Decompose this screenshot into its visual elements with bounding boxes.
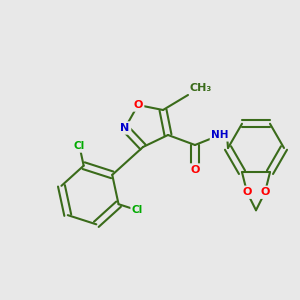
Text: O: O [260, 187, 270, 197]
Text: Cl: Cl [132, 205, 143, 215]
Text: O: O [242, 187, 252, 197]
Text: O: O [190, 165, 200, 175]
Text: N: N [120, 123, 130, 133]
Text: CH₃: CH₃ [190, 83, 212, 93]
Text: O: O [133, 100, 143, 110]
Text: NH: NH [211, 130, 229, 140]
Text: Cl: Cl [74, 141, 85, 151]
